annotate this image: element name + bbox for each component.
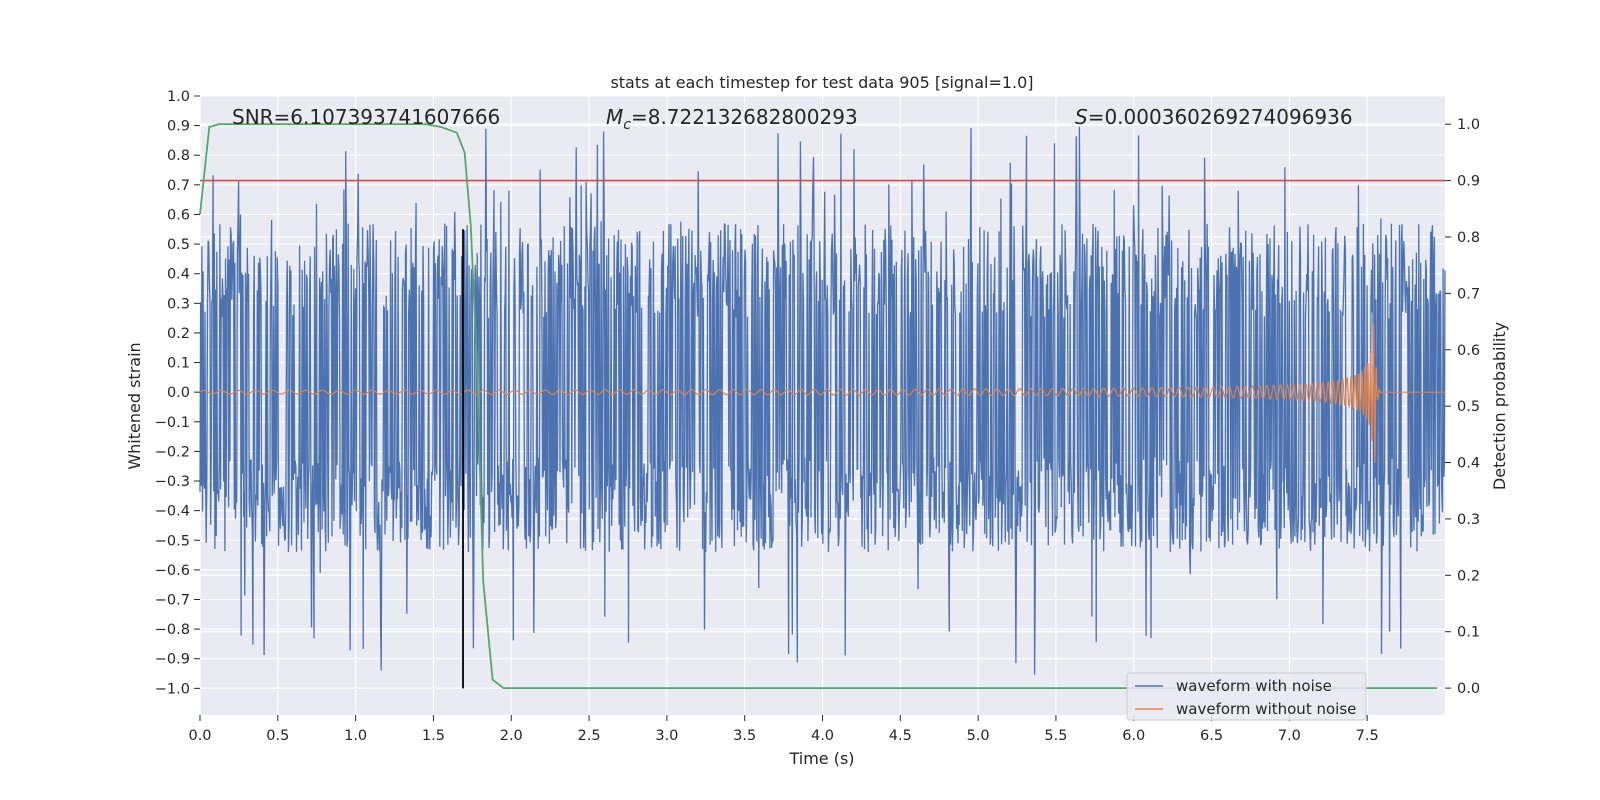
x-tick-label-5: 2.5 <box>578 728 601 744</box>
left-tick-label-18: −0.8 <box>155 622 190 638</box>
x-axis-ticks: 0.0 0.5 1.0 1.5 2.0 2.5 3.0 3.5 4.0 4.5 5.0 5.5 6.0 6… <box>188 715 1379 744</box>
s-annotation: S=0.000360269274096936 <box>1075 105 1353 129</box>
x-tick-label-13: 6.5 <box>1200 728 1223 744</box>
x-tick-label-9: 4.5 <box>889 728 912 744</box>
left-tick-label-16: −0.6 <box>155 563 190 579</box>
left-tick-label-11: −0.1 <box>155 415 190 431</box>
x-tick-label-3: 1.5 <box>422 728 445 744</box>
chirp-mass-symbol: M <box>606 105 623 129</box>
right-tick-label-5: 0.5 <box>1457 399 1480 415</box>
left-tick-label-17: −0.7 <box>155 592 190 608</box>
right-tick-label-2: 0.8 <box>1457 230 1480 246</box>
x-tick-label-4: 2.0 <box>500 728 523 744</box>
x-tick-label-1: 0.5 <box>266 728 289 744</box>
left-tick-label-8: 0.2 <box>167 326 190 342</box>
x-tick-label-15: 7.5 <box>1356 728 1379 744</box>
left-tick-label-1: 0.9 <box>167 119 190 135</box>
right-tick-label-8: 0.2 <box>1457 568 1480 584</box>
series-detection-probability <box>199 123 1438 689</box>
right-axis-label: Detection probability <box>1490 322 1509 490</box>
series-waveform-without-noise <box>199 323 1445 463</box>
chirp-mass-annotation: Mc=8.722132682800293 <box>606 105 858 133</box>
legend: waveform with noise waveform without noi… <box>1126 672 1367 721</box>
left-tick-label-2: 0.8 <box>167 148 190 164</box>
x-axis-label: Time (s) <box>788 749 854 768</box>
right-tick-label-10: 0.0 <box>1457 681 1480 697</box>
snr-annotation: SNR=6.107393741607666 <box>232 105 500 129</box>
chirp-mass-subscript: c <box>623 117 631 133</box>
s-symbol: S <box>1075 105 1088 129</box>
x-tick-label-2: 1.0 <box>344 728 367 744</box>
chart-title: stats at each timestep for test data 905… <box>610 73 1033 92</box>
left-tick-label-19: −0.9 <box>155 652 190 668</box>
series-waveform-with-noise <box>199 126 1446 675</box>
legend-label-noise: waveform with noise <box>1176 677 1332 695</box>
right-axis-ticks: 1.0 0.9 0.8 0.7 0.6 0.5 0.4 0.3 0.2 0.1 0.0 <box>1445 117 1480 697</box>
right-tick-label-9: 0.1 <box>1457 625 1480 641</box>
right-tick-label-3: 0.7 <box>1457 286 1480 302</box>
right-tick-label-6: 0.4 <box>1457 456 1480 472</box>
x-tick-label-8: 4.0 <box>811 728 834 744</box>
x-tick-label-10: 5.0 <box>967 728 990 744</box>
legend-frame <box>1126 672 1367 721</box>
right-tick-label-4: 0.6 <box>1457 343 1480 359</box>
x-tick-label-11: 5.5 <box>1044 728 1067 744</box>
left-tick-label-9: 0.1 <box>167 356 190 372</box>
left-tick-label-5: 0.5 <box>167 237 190 253</box>
x-tick-label-6: 3.0 <box>655 728 678 744</box>
x-tick-label-7: 3.5 <box>733 728 756 744</box>
left-tick-label-6: 0.4 <box>167 267 190 283</box>
right-tick-label-0: 1.0 <box>1457 117 1480 133</box>
left-tick-label-14: −0.4 <box>155 504 190 520</box>
right-tick-label-1: 0.9 <box>1457 174 1480 190</box>
left-tick-label-0: 1.0 <box>167 89 190 105</box>
left-tick-label-12: −0.2 <box>155 444 190 460</box>
left-tick-label-3: 0.7 <box>167 178 190 194</box>
left-tick-label-4: 0.6 <box>167 207 190 223</box>
left-tick-label-13: −0.3 <box>155 474 190 490</box>
left-axis-label: Whitened strain <box>125 342 144 469</box>
series-layer <box>199 123 1446 689</box>
x-tick-label-14: 7.0 <box>1278 728 1301 744</box>
x-tick-label-12: 6.0 <box>1122 728 1145 744</box>
left-axis-ticks: 1.0 0.9 0.8 0.7 0.6 0.5 0.4 0.3 0.2 0.1 0.0 −0.1 −0.… <box>155 89 200 697</box>
s-value: =0.000360269274096936 <box>1088 105 1353 129</box>
left-tick-label-10: 0.0 <box>167 385 190 401</box>
left-tick-label-7: 0.3 <box>167 296 190 312</box>
left-tick-label-15: −0.5 <box>155 533 190 549</box>
legend-label-clean: waveform without noise <box>1176 700 1356 718</box>
x-tick-label-0: 0.0 <box>188 728 211 744</box>
left-tick-label-20: −1.0 <box>155 681 190 697</box>
chirp-mass-value: =8.722132682800293 <box>631 105 858 129</box>
right-tick-label-7: 0.3 <box>1457 512 1480 528</box>
